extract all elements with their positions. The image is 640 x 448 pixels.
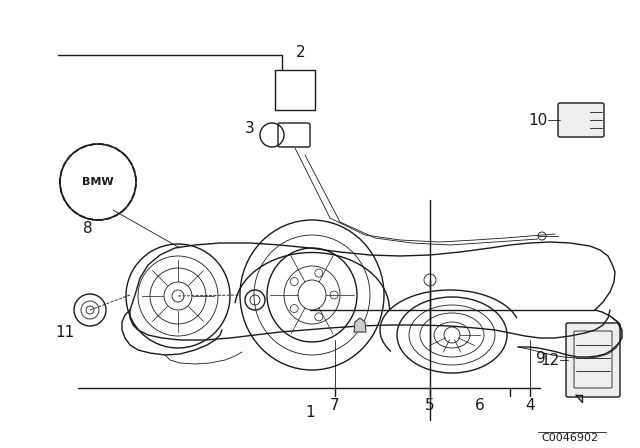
Text: C0046902: C0046902 [541,433,598,443]
Text: 4: 4 [525,397,535,413]
Text: 12: 12 [541,353,560,367]
Text: 1: 1 [305,405,315,419]
Text: 9: 9 [536,350,546,366]
Text: 5: 5 [425,397,435,413]
Text: 8: 8 [83,220,93,236]
Polygon shape [354,318,366,332]
FancyBboxPatch shape [566,323,620,397]
Text: BMW: BMW [82,177,114,187]
Text: 2: 2 [296,44,306,60]
Text: 7: 7 [330,397,340,413]
Text: 6: 6 [475,397,485,413]
Text: 10: 10 [529,112,548,128]
Text: 11: 11 [56,324,75,340]
Text: 3: 3 [245,121,255,135]
FancyBboxPatch shape [558,103,604,137]
Circle shape [60,144,136,220]
